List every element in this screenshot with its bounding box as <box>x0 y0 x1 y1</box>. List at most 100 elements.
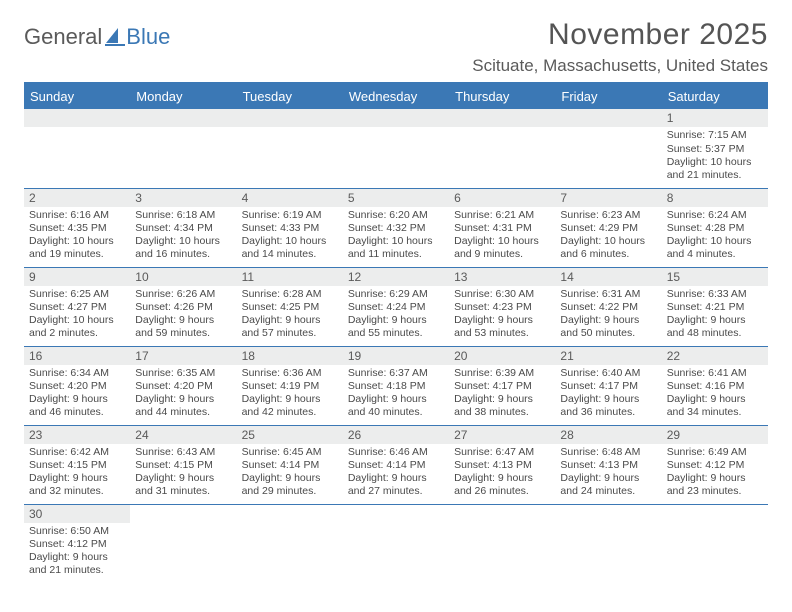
day-number: 20 <box>449 347 555 365</box>
day-body: Sunrise: 6:35 AMSunset: 4:20 PMDaylight:… <box>130 365 236 423</box>
day-body: Sunrise: 6:19 AMSunset: 4:33 PMDaylight:… <box>237 207 343 265</box>
day-cell: 6Sunrise: 6:21 AMSunset: 4:31 PMDaylight… <box>449 188 555 267</box>
sunset-text: Sunset: 4:18 PM <box>348 380 444 393</box>
day-number: 7 <box>555 189 661 207</box>
day-cell: 20Sunrise: 6:39 AMSunset: 4:17 PMDayligh… <box>449 346 555 425</box>
logo-text-blue: Blue <box>126 24 170 50</box>
sunrise-text: Sunrise: 6:41 AM <box>667 367 763 380</box>
day-cell: 17Sunrise: 6:35 AMSunset: 4:20 PMDayligh… <box>130 346 236 425</box>
day-number: 12 <box>343 268 449 286</box>
day-cell <box>24 109 130 188</box>
day-cell: 7 Sunrise: 6:23 AMSunset: 4:29 PMDaylight… <box>555 188 661 267</box>
day-cell: 18Sunrise: 6:36 AMSunset: 4:19 PMDayligh… <box>237 346 343 425</box>
day-number: 26 <box>343 426 449 444</box>
month-title: November 2025 <box>472 18 768 52</box>
day-number: 2 <box>24 189 130 207</box>
sunset-text: Sunset: 4:15 PM <box>135 459 231 472</box>
empty-day-bar <box>24 109 130 127</box>
daylight-text: Daylight: 9 hours and 57 minutes. <box>242 314 338 340</box>
daylight-text: Daylight: 9 hours and 32 minutes. <box>29 472 125 498</box>
sunset-text: Sunset: 4:24 PM <box>348 301 444 314</box>
day-number: 22 <box>662 347 768 365</box>
day-cell: 14Sunrise: 6:31 AMSunset: 4:22 PMDayligh… <box>555 267 661 346</box>
daylight-text: Daylight: 9 hours and 31 minutes. <box>135 472 231 498</box>
sunset-text: Sunset: 4:14 PM <box>348 459 444 472</box>
day-cell: 16Sunrise: 6:34 AMSunset: 4:20 PMDayligh… <box>24 346 130 425</box>
sunset-text: Sunset: 4:14 PM <box>242 459 338 472</box>
daylight-text: Daylight: 9 hours and 29 minutes. <box>242 472 338 498</box>
sunset-text: Sunset: 4:29 PM <box>560 222 656 235</box>
daylight-text: Daylight: 10 hours and 6 minutes. <box>560 235 656 261</box>
sunrise-text: Sunrise: 6:21 AM <box>454 209 550 222</box>
calendar-table: Sunday Monday Tuesday Wednesday Thursday… <box>24 84 768 583</box>
empty-day-bar <box>130 109 236 127</box>
day-body: Sunrise: 6:30 AMSunset: 4:23 PMDaylight:… <box>449 286 555 344</box>
daylight-text: Daylight: 9 hours and 27 minutes. <box>348 472 444 498</box>
day-cell <box>237 504 343 583</box>
day-cell <box>449 109 555 188</box>
day-body: Sunrise: 6:36 AMSunset: 4:19 PMDaylight:… <box>237 365 343 423</box>
day-number: 13 <box>449 268 555 286</box>
day-number: 17 <box>130 347 236 365</box>
day-body: Sunrise: 6:43 AMSunset: 4:15 PMDaylight:… <box>130 444 236 502</box>
daylight-text: Daylight: 9 hours and 48 minutes. <box>667 314 763 340</box>
day-number: 9 <box>24 268 130 286</box>
daylight-text: Daylight: 10 hours and 16 minutes. <box>135 235 231 261</box>
sunset-text: Sunset: 4:35 PM <box>29 222 125 235</box>
day-header: Tuesday <box>237 84 343 109</box>
daylight-text: Daylight: 9 hours and 26 minutes. <box>454 472 550 498</box>
title-block: November 2025 Scituate, Massachusetts, U… <box>472 18 768 76</box>
sunset-text: Sunset: 4:19 PM <box>242 380 338 393</box>
sunrise-text: Sunrise: 6:23 AM <box>560 209 656 222</box>
day-body: Sunrise: 6:26 AMSunset: 4:26 PMDaylight:… <box>130 286 236 344</box>
sunset-text: Sunset: 4:17 PM <box>560 380 656 393</box>
daylight-text: Daylight: 9 hours and 34 minutes. <box>667 393 763 419</box>
day-body: Sunrise: 6:28 AMSunset: 4:25 PMDaylight:… <box>237 286 343 344</box>
day-cell: 24Sunrise: 6:43 AMSunset: 4:15 PMDayligh… <box>130 425 236 504</box>
day-body: Sunrise: 6:40 AMSunset: 4:17 PMDaylight:… <box>555 365 661 423</box>
sunrise-text: Sunrise: 6:28 AM <box>242 288 338 301</box>
day-cell: 10Sunrise: 6:26 AMSunset: 4:26 PMDayligh… <box>130 267 236 346</box>
daylight-text: Daylight: 9 hours and 59 minutes. <box>135 314 231 340</box>
daylight-text: Daylight: 10 hours and 2 minutes. <box>29 314 125 340</box>
day-cell: 26Sunrise: 6:46 AMSunset: 4:14 PMDayligh… <box>343 425 449 504</box>
daylight-text: Daylight: 9 hours and 40 minutes. <box>348 393 444 419</box>
day-body: Sunrise: 6:25 AMSunset: 4:27 PMDaylight:… <box>24 286 130 344</box>
sunset-text: Sunset: 4:16 PM <box>667 380 763 393</box>
sunrise-text: Sunrise: 6:50 AM <box>29 525 125 538</box>
day-cell: 23Sunrise: 6:42 AMSunset: 4:15 PMDayligh… <box>24 425 130 504</box>
daylight-text: Daylight: 10 hours and 19 minutes. <box>29 235 125 261</box>
day-number: 21 <box>555 347 661 365</box>
sunset-text: Sunset: 4:26 PM <box>135 301 231 314</box>
day-number: 23 <box>24 426 130 444</box>
sunrise-text: Sunrise: 6:34 AM <box>29 367 125 380</box>
day-cell: 27Sunrise: 6:47 AMSunset: 4:13 PMDayligh… <box>449 425 555 504</box>
daylight-text: Daylight: 9 hours and 42 minutes. <box>242 393 338 419</box>
day-cell: 8Sunrise: 6:24 AMSunset: 4:28 PMDaylight… <box>662 188 768 267</box>
day-cell: 4Sunrise: 6:19 AMSunset: 4:33 PMDaylight… <box>237 188 343 267</box>
day-cell: 9Sunrise: 6:25 AMSunset: 4:27 PMDaylight… <box>24 267 130 346</box>
day-cell: 12Sunrise: 6:29 AMSunset: 4:24 PMDayligh… <box>343 267 449 346</box>
day-number: 30 <box>24 505 130 523</box>
day-header-row: Sunday Monday Tuesday Wednesday Thursday… <box>24 84 768 109</box>
daylight-text: Daylight: 9 hours and 53 minutes. <box>454 314 550 340</box>
sail-icon <box>105 28 125 46</box>
daylight-text: Daylight: 10 hours and 4 minutes. <box>667 235 763 261</box>
week-row: 1Sunrise: 7:15 AMSunset: 5:37 PMDaylight… <box>24 109 768 188</box>
day-body: Sunrise: 6:16 AMSunset: 4:35 PMDaylight:… <box>24 207 130 265</box>
sunrise-text: Sunrise: 6:35 AM <box>135 367 231 380</box>
logo-text-general: General <box>24 24 102 50</box>
day-number: 15 <box>662 268 768 286</box>
day-header: Sunday <box>24 84 130 109</box>
sunrise-text: Sunrise: 6:19 AM <box>242 209 338 222</box>
day-number: 29 <box>662 426 768 444</box>
day-body: Sunrise: 7:15 AMSunset: 5:37 PMDaylight:… <box>662 127 768 185</box>
day-body: Sunrise: 6:41 AMSunset: 4:16 PMDaylight:… <box>662 365 768 423</box>
empty-day-bar <box>237 109 343 127</box>
logo: General Blue <box>24 18 170 50</box>
day-cell: 22Sunrise: 6:41 AMSunset: 4:16 PMDayligh… <box>662 346 768 425</box>
day-number: 8 <box>662 189 768 207</box>
sunrise-text: Sunrise: 6:39 AM <box>454 367 550 380</box>
sunset-text: Sunset: 4:32 PM <box>348 222 444 235</box>
sunrise-text: Sunrise: 6:40 AM <box>560 367 656 380</box>
